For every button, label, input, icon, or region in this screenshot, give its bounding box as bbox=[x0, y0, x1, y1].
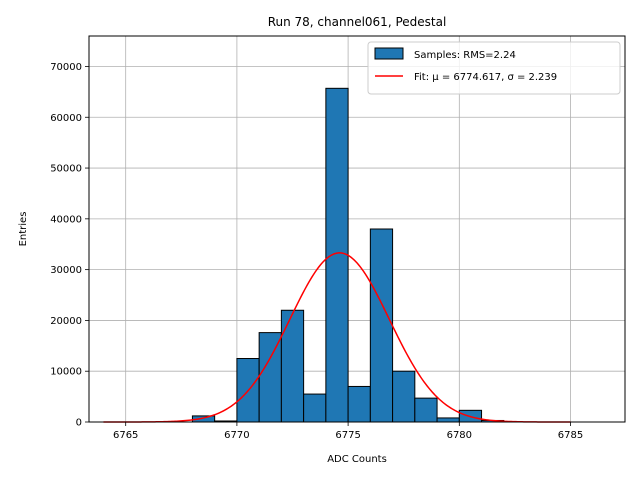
y-tick-label: 20000 bbox=[50, 316, 82, 327]
y-tick-label: 70000 bbox=[50, 62, 82, 73]
legend-box bbox=[367, 41, 621, 95]
y-tick-label: 30000 bbox=[50, 265, 82, 276]
chart-title: Run 78, channel061, Pedestal bbox=[268, 15, 447, 29]
y-tick-label: 60000 bbox=[50, 113, 82, 124]
histogram-bar bbox=[414, 397, 438, 423]
fit-curve-layer bbox=[103, 252, 571, 423]
axis-ticks: 6765 6770 6775 6780 6785 0 10000 20000 30000 4000… bbox=[50, 62, 583, 441]
legend: Samples: RMS=2.24 Fit: μ = 6774.617, σ =… bbox=[367, 41, 621, 95]
x-tick-label: 6775 bbox=[335, 430, 360, 441]
histogram-bar bbox=[280, 309, 305, 423]
y-tick-label: 50000 bbox=[50, 164, 82, 175]
legend-swatch-samples bbox=[374, 47, 404, 60]
legend-label-samples: Samples: RMS=2.24 bbox=[414, 50, 516, 61]
histogram-bar bbox=[369, 228, 394, 423]
y-axis-label: Entries bbox=[18, 212, 29, 247]
x-axis-label: ADC Counts bbox=[327, 454, 387, 465]
x-tick-label: 6770 bbox=[224, 430, 249, 441]
y-tick-label: 10000 bbox=[50, 367, 82, 378]
histogram-bar bbox=[392, 370, 416, 423]
histogram-bar bbox=[258, 332, 282, 423]
x-tick-label: 6785 bbox=[558, 430, 583, 441]
y-tick-label: 0 bbox=[76, 418, 82, 429]
legend-label-fit: Fit: μ = 6774.617, σ = 2.239 bbox=[414, 72, 557, 83]
fit-curve bbox=[103, 252, 571, 423]
x-tick-label: 6765 bbox=[113, 430, 138, 441]
x-tick-label: 6780 bbox=[447, 430, 472, 441]
plot-frame bbox=[88, 35, 626, 423]
histogram-bar bbox=[347, 385, 371, 423]
y-tick-label: 40000 bbox=[50, 214, 82, 225]
histogram-bar bbox=[436, 417, 460, 423]
histogram-bar bbox=[303, 393, 327, 423]
histogram-bar bbox=[325, 87, 349, 423]
histogram-bars bbox=[191, 87, 505, 423]
